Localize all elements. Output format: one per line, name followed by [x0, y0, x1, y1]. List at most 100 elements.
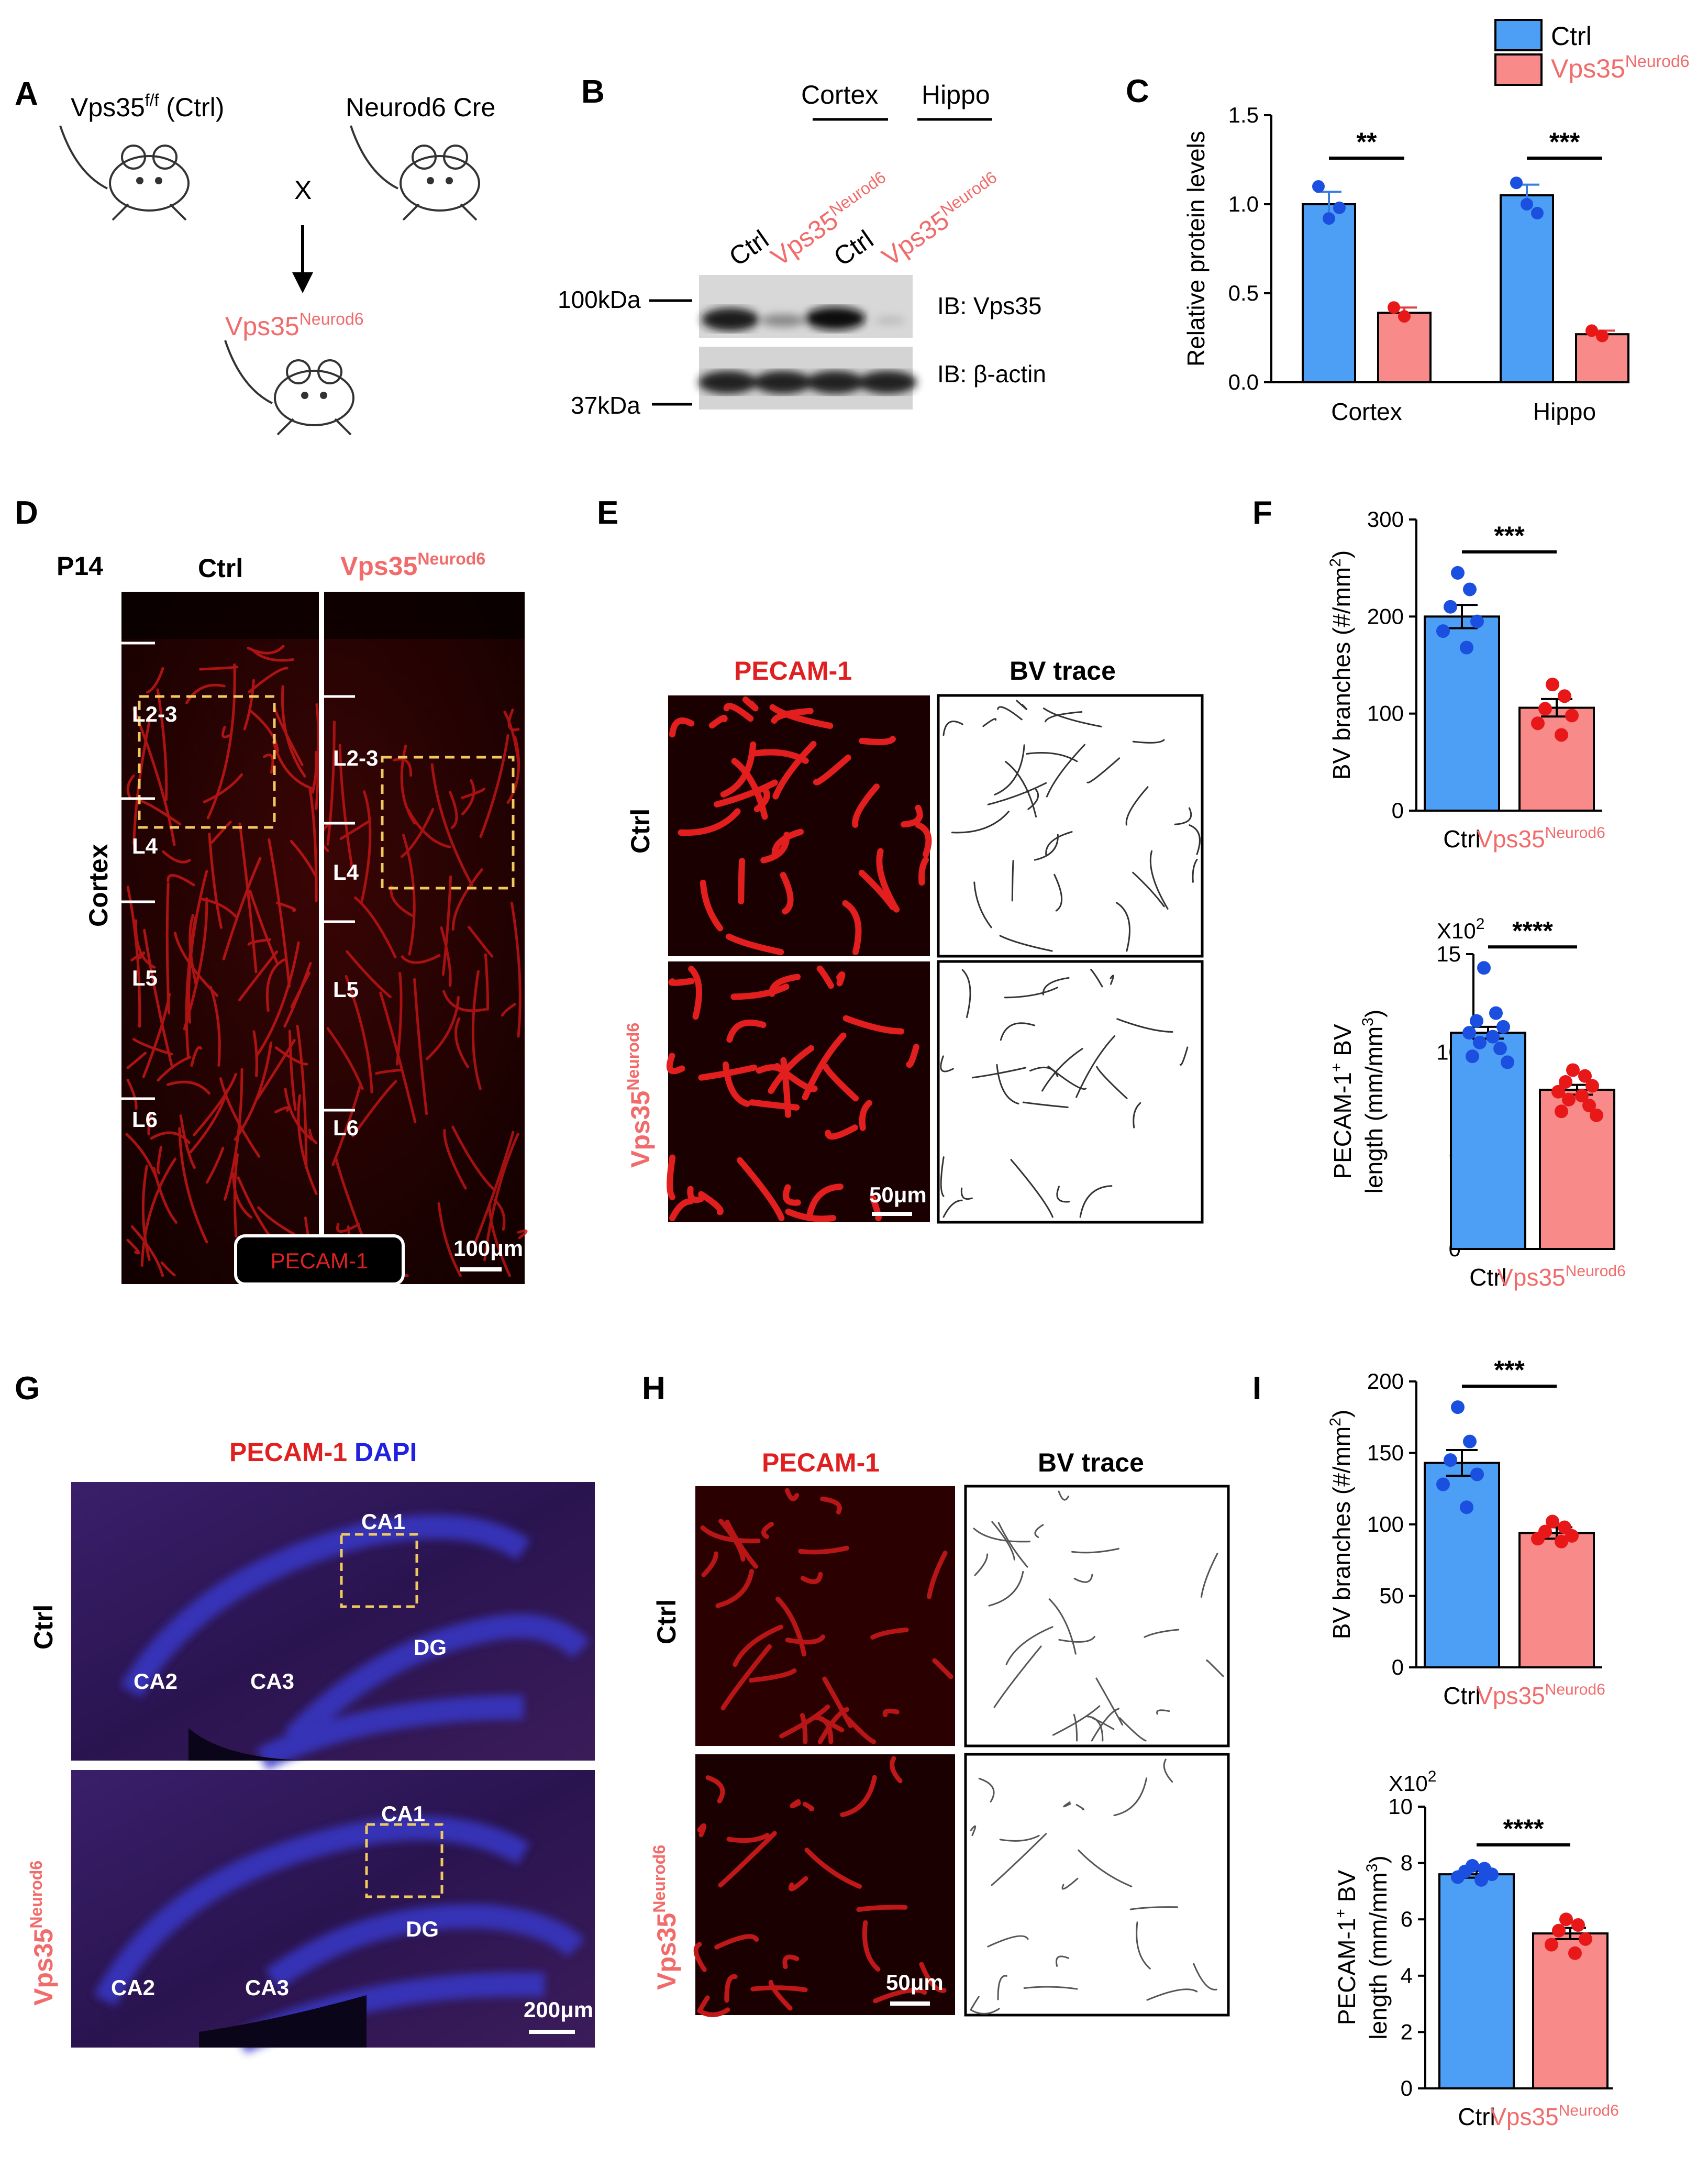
vessel-trace — [1156, 1709, 1170, 1715]
vessel-trace — [1075, 1035, 1116, 1098]
panel-h: H PECAM-1 BV trace Ctrl Vps35Neurod6 50μ… — [642, 1370, 1230, 2017]
vessel — [697, 1823, 707, 1838]
vessel — [249, 710, 279, 753]
vessel — [233, 1153, 239, 1238]
panel-label-a: A — [15, 76, 38, 112]
vessel — [185, 683, 226, 704]
stain-header: PECAM-1 — [734, 656, 852, 685]
vessel — [449, 791, 458, 829]
data-point — [1436, 1477, 1450, 1491]
vessel-trace — [1011, 860, 1014, 902]
lane-labels: Ctrl Vps35Neurod6 Ctrl Vps35Neurod6 — [724, 168, 1000, 272]
data-point — [1559, 1912, 1573, 1927]
vessel — [345, 975, 373, 1093]
vessel-trace — [1113, 1777, 1148, 1817]
vessel — [726, 1833, 770, 1843]
data-point — [1470, 1014, 1483, 1028]
data-point — [1590, 1108, 1603, 1122]
vessel — [238, 822, 258, 974]
vessel — [284, 1088, 314, 1141]
vessel — [315, 703, 320, 810]
x-tick-label: Cortex — [1331, 398, 1402, 425]
vessel — [919, 1962, 947, 1993]
vessel — [700, 1525, 761, 1544]
vessel-trace — [1174, 807, 1192, 825]
vessel — [785, 1208, 836, 1222]
data-point — [1555, 728, 1568, 742]
vessel-trace — [970, 1825, 977, 1837]
col-ctrl-label: Ctrl — [198, 554, 243, 583]
data-point — [1486, 1030, 1500, 1044]
legend-label-ctrl: Ctrl — [1551, 21, 1592, 51]
vessel — [918, 856, 929, 886]
vessel — [467, 925, 494, 958]
region-label: CA2 — [134, 1669, 178, 1694]
vessel — [290, 839, 318, 879]
vessel-trace — [991, 1833, 1047, 1886]
image-mut-trace — [964, 1753, 1230, 2017]
row-mut-label: Vps35Neurod6 — [27, 1861, 58, 2006]
vessel — [517, 1229, 528, 1240]
data-point — [1463, 1434, 1477, 1448]
bar — [1518, 706, 1595, 812]
vessel — [238, 950, 279, 1002]
image-mut-trace — [937, 960, 1204, 1224]
region-hippo-label: Hippo — [922, 80, 990, 109]
vessel — [737, 1157, 785, 1221]
significance-stars: *** — [1549, 127, 1580, 157]
vessel-trace — [1045, 831, 1073, 856]
vessel-trace — [1189, 824, 1201, 855]
data-point — [1473, 1035, 1487, 1049]
bar — [1532, 1932, 1609, 2090]
vessel — [802, 1801, 815, 1811]
vessel — [283, 961, 312, 1028]
y-axis-label: length (mm/mm3) — [1359, 1010, 1388, 1194]
vessel — [822, 1676, 853, 1728]
vessel — [346, 950, 392, 998]
vessel — [454, 1017, 469, 1068]
vessel — [326, 1027, 364, 1090]
vessel-trace — [1073, 1713, 1078, 1742]
vessel-trace — [970, 2008, 1000, 2015]
data-point — [1568, 1946, 1582, 1960]
legend-label-mut: Vps35Neurod6 — [1551, 52, 1690, 83]
vessel — [199, 666, 239, 671]
vessel — [846, 1716, 877, 1744]
vessel-trace — [988, 1570, 1024, 1607]
h-vessel-drawings — [693, 1488, 1224, 2017]
data-point — [1596, 329, 1609, 342]
vessel-trace — [1052, 1705, 1101, 1736]
vessel-trace — [961, 969, 971, 1018]
x-tick-label: Hippo — [1533, 398, 1596, 425]
vessel-trace — [993, 1645, 1042, 1708]
vessel — [859, 736, 896, 746]
vessel — [859, 1100, 872, 1131]
vessel-trace — [1095, 1677, 1123, 1725]
layer-ticks — [121, 641, 355, 1112]
vessel-trace — [1016, 700, 1028, 710]
vessel-trace — [1043, 707, 1102, 727]
vessel-trace — [1029, 1066, 1059, 1077]
vessel-trace — [1042, 977, 1070, 995]
vessel-trace — [1058, 1635, 1095, 1643]
vessel — [506, 736, 520, 804]
y-tick-label: 0 — [1392, 1655, 1404, 1679]
vessel-trace — [1073, 1574, 1093, 1583]
layer-label: L5 — [333, 977, 359, 1002]
legend-swatch-mut — [1494, 53, 1543, 86]
vessel-trace — [1010, 1159, 1053, 1218]
vessel — [780, 1057, 792, 1118]
data-point — [1463, 582, 1477, 596]
row-mut-label: Vps35Neurod6 — [650, 1845, 681, 1990]
vessel — [772, 740, 817, 800]
data-point — [1571, 1918, 1585, 1932]
vessel — [331, 1085, 361, 1166]
y-axis-multiplier: X102 — [1437, 915, 1484, 943]
vessel-trace — [942, 1199, 963, 1218]
vessel — [143, 928, 173, 1067]
vessel-trace — [1034, 834, 1059, 861]
vessel — [203, 773, 243, 803]
trace-header: BV trace — [1038, 1448, 1144, 1477]
panel-a: A Vps35f/f (Ctrl) Neurod6 Cre X Vps35Neu… — [15, 76, 495, 436]
stain-legend-label: PECAM-1 — [271, 1248, 369, 1273]
